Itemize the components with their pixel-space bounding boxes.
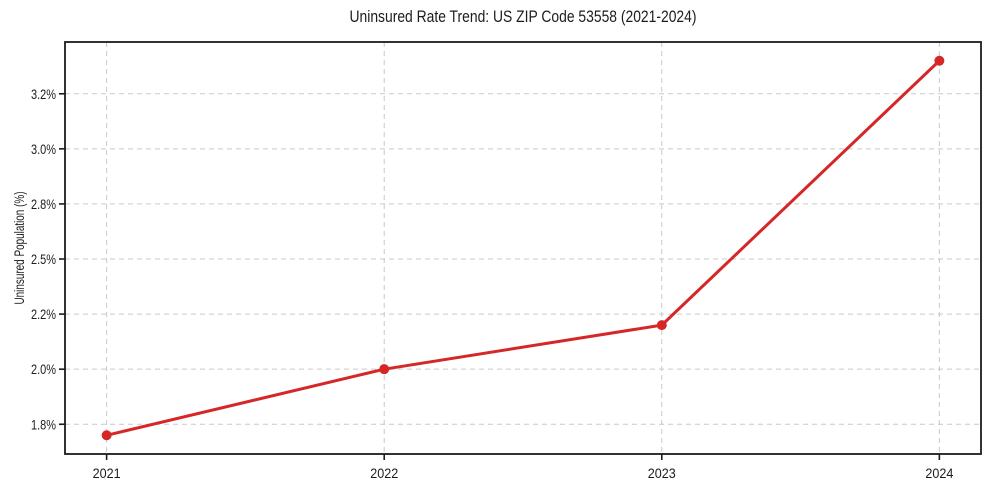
y-tick-label: 3.0%	[31, 141, 56, 157]
chart-title: Uninsured Rate Trend: US ZIP Code 53558 …	[350, 8, 697, 26]
x-tick-label: 2021	[93, 465, 121, 481]
trend-line	[105, 59, 941, 437]
y-tick-label: 2.5%	[31, 251, 56, 267]
x-tick-label: 2023	[648, 465, 676, 481]
y-tick-label: 2.8%	[31, 196, 56, 212]
x-tick-label: 2024	[925, 465, 953, 481]
data-point-marker	[656, 320, 667, 331]
chart-layers: 1.8% 2.0% 2.2% 2.5% 2.8% 3.0% 3.2% 2021 2022 2023…	[31, 41, 982, 481]
data-point-marker	[934, 55, 945, 66]
y-tick-label: 2.0%	[31, 361, 56, 377]
data-point-marker	[379, 364, 390, 375]
data-point-marker	[101, 430, 112, 441]
plot-border	[64, 41, 982, 455]
y-tick-label: 3.2%	[31, 86, 56, 102]
y-tick-label: 2.2%	[31, 306, 56, 322]
y-axis-label: Uninsured Population (%)	[12, 192, 27, 305]
x-tick-label: 2022	[370, 465, 398, 481]
y-tick-label: 1.8%	[31, 416, 56, 432]
